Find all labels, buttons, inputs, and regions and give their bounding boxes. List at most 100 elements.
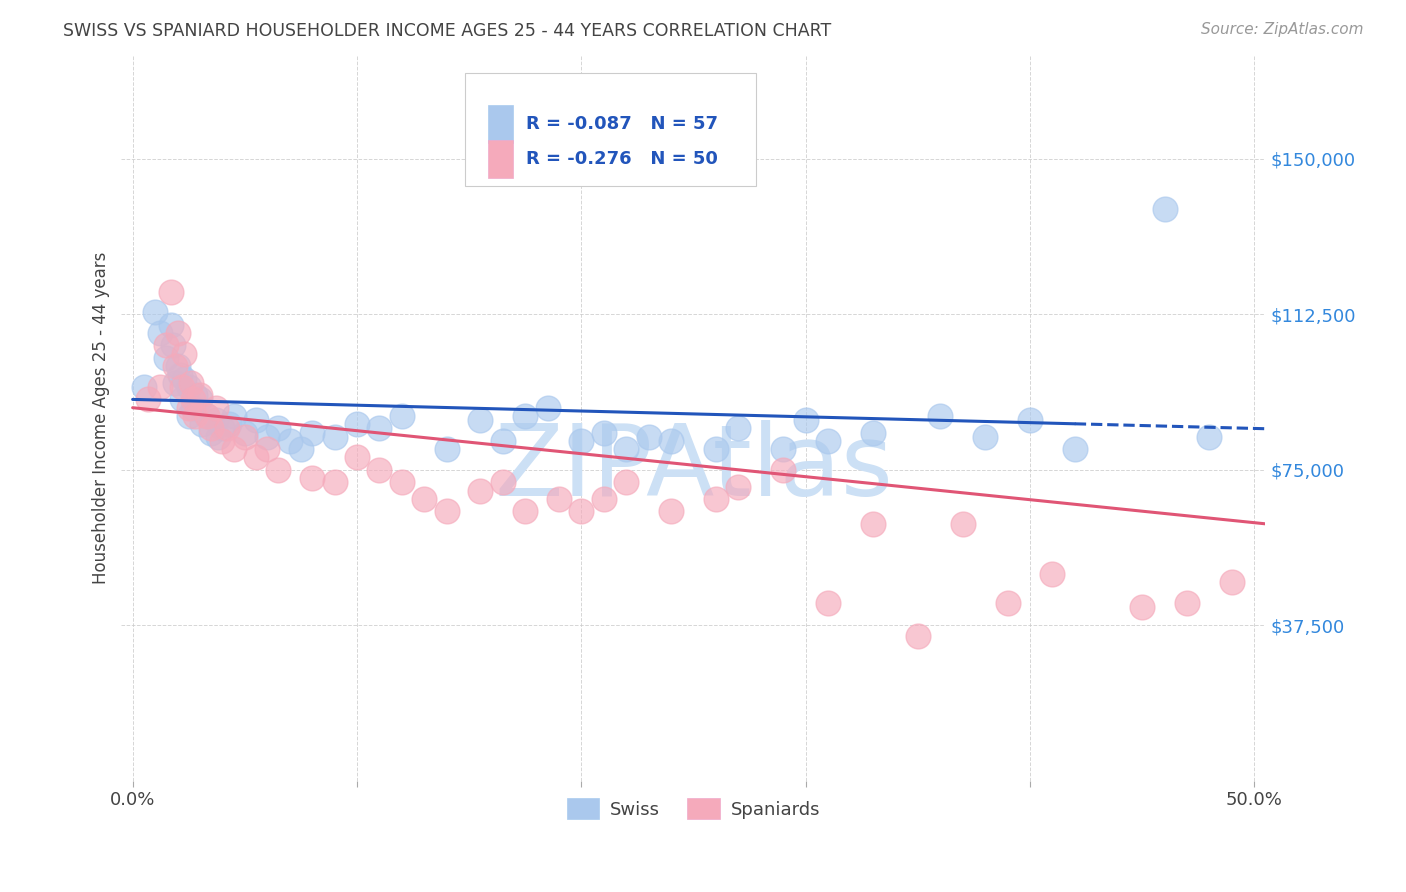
Point bbox=[436, 442, 458, 457]
Point bbox=[614, 442, 637, 457]
Text: R = -0.276   N = 50: R = -0.276 N = 50 bbox=[526, 150, 718, 168]
Point bbox=[704, 491, 727, 506]
Point bbox=[148, 380, 170, 394]
Point bbox=[492, 434, 515, 448]
Point bbox=[165, 376, 187, 390]
Point bbox=[794, 413, 817, 427]
Point bbox=[569, 434, 592, 448]
Point bbox=[547, 491, 569, 506]
Point bbox=[195, 409, 218, 423]
Point bbox=[907, 629, 929, 643]
Text: R = -0.087   N = 57: R = -0.087 N = 57 bbox=[526, 115, 718, 133]
Point bbox=[323, 430, 346, 444]
Point bbox=[155, 338, 177, 352]
Point bbox=[211, 434, 233, 448]
Point bbox=[204, 413, 226, 427]
Point bbox=[413, 491, 436, 506]
Point bbox=[267, 463, 290, 477]
Point bbox=[177, 409, 200, 423]
Point bbox=[256, 442, 278, 457]
Point bbox=[614, 475, 637, 490]
Point bbox=[159, 285, 181, 299]
Point bbox=[1198, 430, 1220, 444]
Point bbox=[169, 368, 191, 382]
Point bbox=[817, 434, 839, 448]
Point bbox=[155, 351, 177, 365]
Point bbox=[492, 475, 515, 490]
Point bbox=[391, 475, 413, 490]
Point bbox=[301, 425, 323, 440]
Point bbox=[267, 421, 290, 435]
Point bbox=[177, 380, 200, 394]
Point bbox=[211, 421, 233, 435]
Point bbox=[170, 392, 193, 407]
Point bbox=[191, 417, 214, 432]
Point bbox=[592, 491, 614, 506]
Point bbox=[997, 596, 1019, 610]
Bar bbox=[488, 105, 513, 143]
Point bbox=[233, 425, 256, 440]
Y-axis label: Householder Income Ages 25 - 44 years: Householder Income Ages 25 - 44 years bbox=[93, 252, 110, 584]
Point bbox=[659, 504, 682, 518]
Point bbox=[470, 413, 492, 427]
Point bbox=[278, 434, 301, 448]
Point bbox=[222, 442, 245, 457]
Point bbox=[515, 409, 537, 423]
Point bbox=[256, 430, 278, 444]
Point bbox=[436, 504, 458, 518]
Point bbox=[245, 413, 267, 427]
Point bbox=[368, 463, 391, 477]
Point bbox=[368, 421, 391, 435]
Point bbox=[772, 442, 794, 457]
Legend: Swiss, Spaniards: Swiss, Spaniards bbox=[560, 791, 827, 826]
Point bbox=[346, 417, 368, 432]
Point bbox=[727, 479, 749, 493]
Point bbox=[218, 417, 240, 432]
FancyBboxPatch shape bbox=[464, 73, 756, 186]
Point bbox=[132, 380, 155, 394]
Point bbox=[1153, 202, 1175, 216]
Point bbox=[207, 430, 229, 444]
Point bbox=[245, 450, 267, 465]
Point bbox=[727, 421, 749, 435]
Text: ZIPAtlas: ZIPAtlas bbox=[494, 420, 893, 517]
Point bbox=[166, 359, 188, 374]
Point bbox=[170, 380, 193, 394]
Point bbox=[537, 401, 560, 415]
Point bbox=[184, 409, 207, 423]
Point bbox=[592, 425, 614, 440]
Point bbox=[569, 504, 592, 518]
Point bbox=[817, 596, 839, 610]
Point bbox=[181, 392, 204, 407]
Point bbox=[391, 409, 413, 423]
Point bbox=[1175, 596, 1198, 610]
Point bbox=[290, 442, 312, 457]
Point bbox=[204, 401, 226, 415]
Point bbox=[1130, 599, 1153, 614]
Text: Source: ZipAtlas.com: Source: ZipAtlas.com bbox=[1201, 22, 1364, 37]
Point bbox=[772, 463, 794, 477]
Point bbox=[188, 388, 211, 402]
Point bbox=[173, 372, 195, 386]
Point bbox=[515, 504, 537, 518]
Point bbox=[200, 425, 222, 440]
Point bbox=[222, 409, 245, 423]
Point bbox=[1063, 442, 1085, 457]
Point bbox=[188, 392, 211, 407]
Point bbox=[952, 516, 974, 531]
Point bbox=[184, 388, 207, 402]
Point bbox=[180, 376, 202, 390]
Point bbox=[301, 471, 323, 485]
Point bbox=[215, 421, 238, 435]
Point bbox=[233, 430, 256, 444]
Point bbox=[148, 326, 170, 340]
Bar bbox=[488, 140, 513, 178]
Point bbox=[166, 326, 188, 340]
Point bbox=[323, 475, 346, 490]
Point bbox=[159, 318, 181, 332]
Point bbox=[195, 409, 218, 423]
Text: SWISS VS SPANIARD HOUSEHOLDER INCOME AGES 25 - 44 YEARS CORRELATION CHART: SWISS VS SPANIARD HOUSEHOLDER INCOME AGE… bbox=[63, 22, 831, 40]
Point bbox=[704, 442, 727, 457]
Point bbox=[165, 359, 187, 374]
Point bbox=[1040, 566, 1063, 581]
